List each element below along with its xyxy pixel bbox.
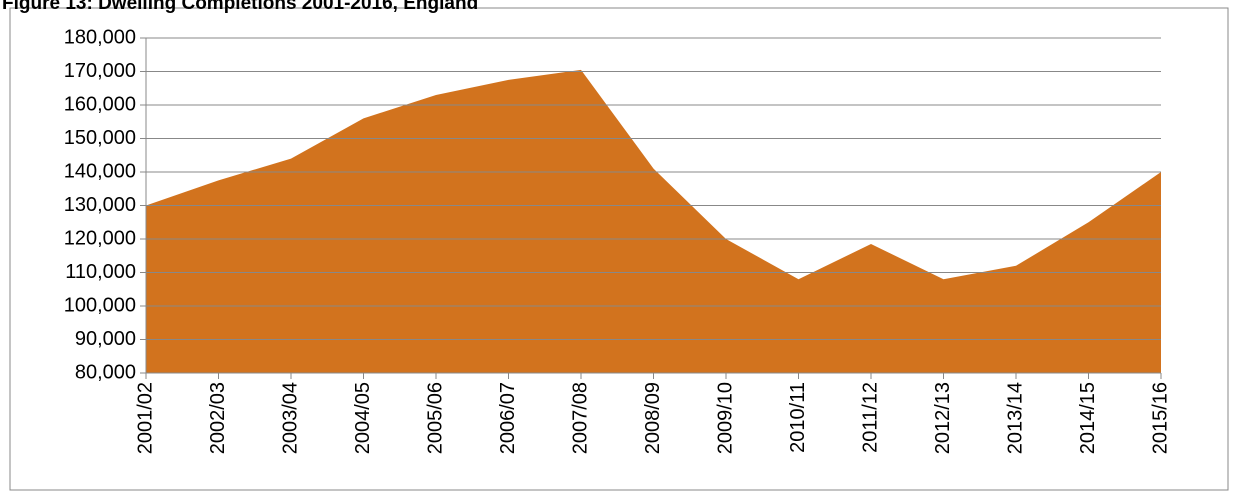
y-tick-label: 150,000	[64, 127, 136, 149]
x-tick-label: 2004/05	[352, 382, 374, 454]
x-tick-label: 2002/03	[207, 382, 229, 454]
x-tick-label: 2011/12	[859, 382, 881, 453]
y-tick-label: 120,000	[64, 227, 136, 249]
x-tick-label: 2003/04	[279, 382, 301, 454]
y-tick-label: 130,000	[64, 194, 136, 216]
y-tick-label: 100,000	[64, 294, 136, 316]
chart-title: Figure 13: Dwelling Completions 2001-201…	[2, 0, 478, 14]
y-tick-label: 90,000	[75, 328, 136, 350]
x-tick-label: 2010/11	[787, 382, 809, 453]
x-tick-label: 2014/15	[1077, 382, 1099, 454]
y-tick-label: 80,000	[75, 361, 136, 383]
y-tick-label: 140,000	[64, 160, 136, 182]
y-tick-label: 180,000	[64, 26, 136, 48]
y-tick-label: 110,000	[65, 261, 136, 283]
x-tick-label: 2015/16	[1149, 382, 1171, 454]
x-tick-label: 2001/02	[134, 382, 156, 454]
x-tick-label: 2007/08	[569, 382, 591, 454]
y-tick-label: 160,000	[64, 93, 136, 115]
x-tick-label: 2013/14	[1004, 382, 1026, 454]
x-tick-label: 2008/09	[642, 382, 664, 454]
y-tick-label: 170,000	[64, 60, 136, 82]
x-tick-label: 2012/13	[932, 382, 954, 454]
x-tick-label: 2005/06	[424, 382, 446, 454]
x-tick-label: 2009/10	[714, 382, 736, 454]
area	[146, 69, 1161, 373]
x-tick-label: 2006/07	[497, 382, 519, 454]
